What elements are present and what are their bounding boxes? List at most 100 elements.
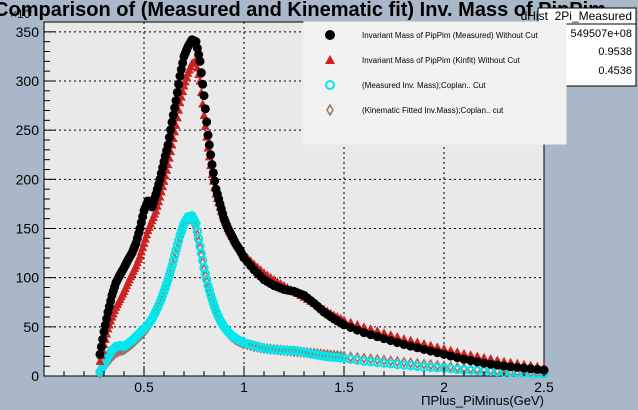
x-tick-label: 2 (440, 379, 448, 395)
data-point (519, 363, 529, 373)
data-point (199, 263, 209, 273)
data-point (352, 320, 362, 329)
data-point (512, 362, 522, 372)
data-point (200, 269, 210, 279)
data-point (204, 285, 214, 295)
data-point (203, 130, 213, 140)
y-tick-label: 150 (16, 221, 40, 237)
series-2 (95, 211, 549, 379)
data-point (135, 251, 145, 260)
data-point (96, 342, 106, 352)
data-point (166, 265, 176, 276)
data-point (172, 240, 182, 250)
data-point (399, 334, 409, 343)
legend-entry-kinfit: Invariant Mass of PipPim (Kinfit) Withou… (362, 56, 521, 65)
data-point (452, 347, 462, 356)
data-point (210, 176, 220, 186)
data-point (167, 117, 177, 127)
data-point (372, 326, 382, 335)
data-point (95, 349, 105, 359)
data-point (426, 340, 436, 349)
data-point (406, 335, 416, 344)
data-point (167, 261, 177, 271)
data-point (336, 353, 346, 363)
data-point (171, 96, 181, 106)
y-tick-label: 50 (23, 319, 39, 335)
data-point (136, 247, 146, 256)
data-point (506, 362, 516, 372)
data-point (413, 357, 421, 370)
series-0 (95, 35, 549, 375)
legend-box (303, 21, 567, 145)
legend: Invariant Mass of PipPim (Measured) With… (303, 21, 567, 145)
data-point (206, 150, 216, 160)
data-point (95, 356, 105, 365)
y-tick-label: 300 (16, 73, 40, 89)
legend-marker-0 (325, 30, 335, 40)
legend-markers (325, 30, 335, 117)
data-point (499, 361, 509, 371)
data-point (180, 77, 190, 86)
legend-marker-3 (326, 103, 334, 117)
data-point (198, 79, 208, 89)
y-tick-label: 350 (16, 24, 40, 40)
series-layer (95, 35, 549, 380)
data-point (532, 364, 542, 374)
data-point (472, 351, 482, 360)
x-tick-label: 0.5 (134, 379, 154, 395)
data-point (142, 230, 152, 239)
data-point (170, 103, 180, 113)
data-point (182, 72, 192, 81)
chart-title: Comparison of (Measured and Kinematic fi… (0, 0, 606, 21)
x-axis-label: ΠPlus_PiMinus(GeV) (421, 393, 544, 408)
data-point (466, 350, 476, 359)
data-point (359, 322, 369, 331)
data-point (196, 68, 206, 78)
data-point (393, 355, 401, 368)
legend-marker-2 (325, 80, 335, 90)
data-point (492, 360, 502, 370)
data-point (432, 342, 442, 351)
data-point (172, 87, 182, 97)
y-tick-label: 200 (16, 171, 40, 187)
data-point (195, 56, 205, 66)
data-point (367, 352, 375, 365)
legend-entry-kinfit-cut: (Kinematic Fitted Inv.Mass);Coplan.. cut (362, 106, 504, 115)
data-point (164, 132, 174, 142)
data-point (386, 330, 396, 339)
stats-box-title: dHist_2Pi_Measured (521, 9, 632, 23)
data-point (379, 328, 389, 337)
data-point (479, 358, 489, 368)
stats-entries-value: 549507e+08 (571, 28, 632, 40)
data-point (202, 117, 212, 127)
y-tick-label: 250 (16, 122, 40, 138)
data-point (400, 356, 408, 369)
data-point (419, 339, 429, 348)
data-point (140, 234, 150, 243)
data-point (526, 364, 536, 374)
data-point (206, 290, 216, 300)
data-point (360, 352, 368, 365)
data-point (202, 275, 212, 285)
data-point (139, 238, 149, 247)
data-point (392, 332, 402, 341)
stats-mean-value: 0.9538 (598, 46, 632, 58)
stats-stddev-value: 0.4536 (598, 65, 632, 77)
y-tick-label: 100 (16, 270, 40, 286)
data-point (412, 337, 422, 346)
data-point (373, 353, 381, 366)
data-point (387, 354, 395, 367)
y-multiplier-exponent: 3 (27, 5, 32, 15)
data-point (420, 358, 428, 371)
data-point (207, 160, 217, 170)
data-point (366, 324, 376, 333)
y-multiplier-base: ×10 (10, 7, 31, 21)
data-point (174, 79, 184, 89)
data-point (164, 270, 174, 280)
data-point (171, 245, 181, 255)
data-point (439, 343, 449, 353)
data-point (203, 280, 213, 291)
data-point (208, 168, 218, 178)
x-tick-label: 1 (240, 379, 248, 395)
